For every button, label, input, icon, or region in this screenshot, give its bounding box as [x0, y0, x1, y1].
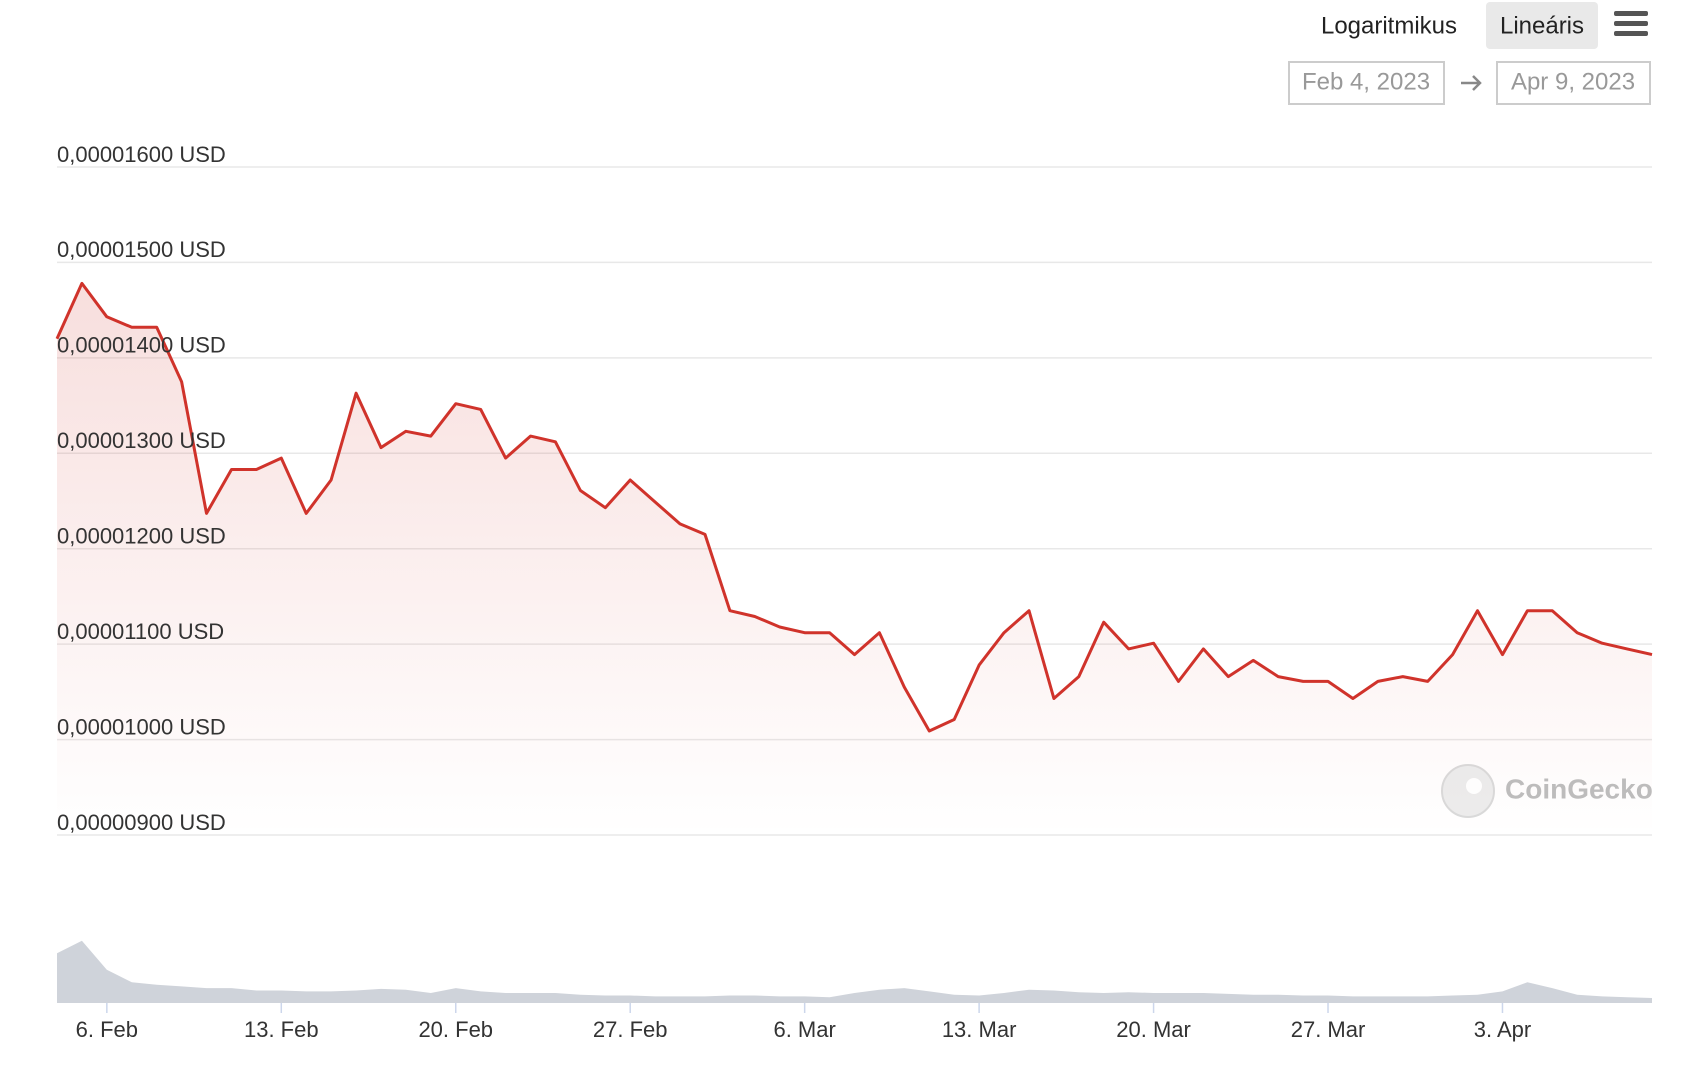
x-tick-label: 6. Mar: [773, 1017, 835, 1042]
x-tick-label: 3. Apr: [1474, 1017, 1531, 1042]
linear-button[interactable]: Lineáris: [1500, 12, 1584, 39]
y-tick-label: 0,00001100 USD: [57, 619, 224, 644]
x-tick-label: 20. Mar: [1116, 1017, 1191, 1042]
volume-area: [57, 940, 1652, 1003]
date-from[interactable]: Feb 4, 2023: [1302, 68, 1430, 95]
menu-bar: [1614, 31, 1648, 36]
x-tick-label: 20. Feb: [418, 1017, 493, 1042]
y-tick-label: 0,00000900 USD: [57, 810, 226, 835]
y-tick-label: 0,00001400 USD: [57, 333, 226, 358]
y-tick-label: 0,00001000 USD: [57, 714, 226, 739]
menu-bar: [1614, 11, 1648, 16]
linear-button-bg[interactable]: [1486, 2, 1598, 49]
date-from-box[interactable]: [1288, 61, 1445, 105]
date-to[interactable]: Apr 9, 2023: [1511, 68, 1635, 95]
y-tick-label: 0,00001300 USD: [57, 428, 226, 453]
x-tick-label: 6. Feb: [76, 1017, 138, 1042]
price-line: [55, 281, 1653, 733]
log-button[interactable]: Logaritmikus: [1321, 12, 1457, 39]
watermark-text: CoinGecko: [1505, 773, 1653, 804]
plot: [55, 281, 1653, 1003]
x-tick-label: 27. Feb: [593, 1017, 668, 1042]
menu-icon[interactable]: [1614, 11, 1648, 36]
menu-bar: [1614, 21, 1648, 26]
x-tick-label: 13. Mar: [942, 1017, 1017, 1042]
watermark: CoinGecko: [1441, 764, 1653, 818]
y-tick-label: 0,00001200 USD: [57, 524, 226, 549]
y-tick-label: 0,00001600 USD: [57, 142, 226, 167]
x-tick-label: 13. Feb: [244, 1017, 319, 1042]
y-tick-label: 0,00001500 USD: [57, 237, 226, 262]
date-to-box[interactable]: [1496, 61, 1651, 105]
x-tick-label: 27. Mar: [1291, 1017, 1366, 1042]
watermark-eye: [1466, 778, 1482, 794]
price-area: [57, 283, 1652, 835]
arrow: [1461, 75, 1482, 91]
